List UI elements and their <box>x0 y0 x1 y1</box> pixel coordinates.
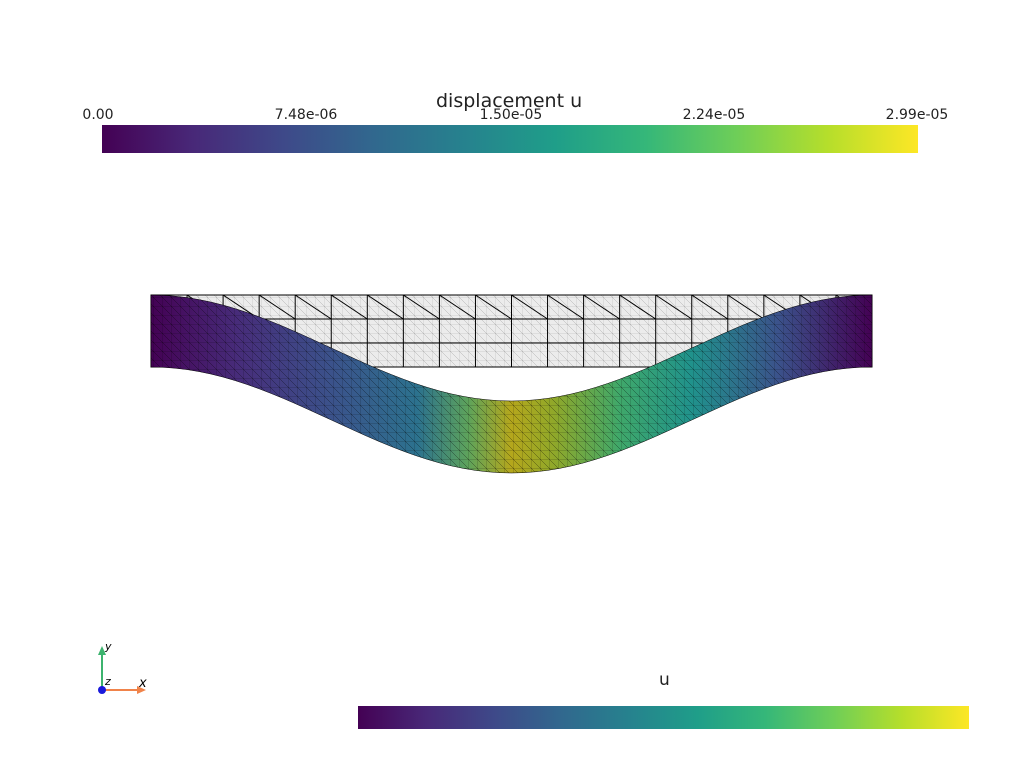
scalar-bar-bottom <box>358 706 969 729</box>
scalar-bar-title-bottom: u <box>659 670 670 690</box>
scalar-bar-tick-4: 2.99e-05 <box>885 107 949 123</box>
axes-widget <box>98 646 146 694</box>
scalar-bar-tick-3: 2.24e-05 <box>682 107 746 123</box>
axis-z-label: z <box>105 675 111 688</box>
scalar-bar-top <box>102 125 918 153</box>
scalar-bar-tick-1: 7.48e-06 <box>274 107 338 123</box>
scalar-bar-tick-2: 1.50e-05 <box>479 107 543 123</box>
axis-y-label: y <box>105 640 112 653</box>
scalar-bar-tick-0: 0.00 <box>82 107 114 123</box>
axis-x-label: x <box>139 676 147 691</box>
deformed-mesh <box>150 294 873 474</box>
scalar-bar-title-top: displacement u <box>436 90 583 112</box>
